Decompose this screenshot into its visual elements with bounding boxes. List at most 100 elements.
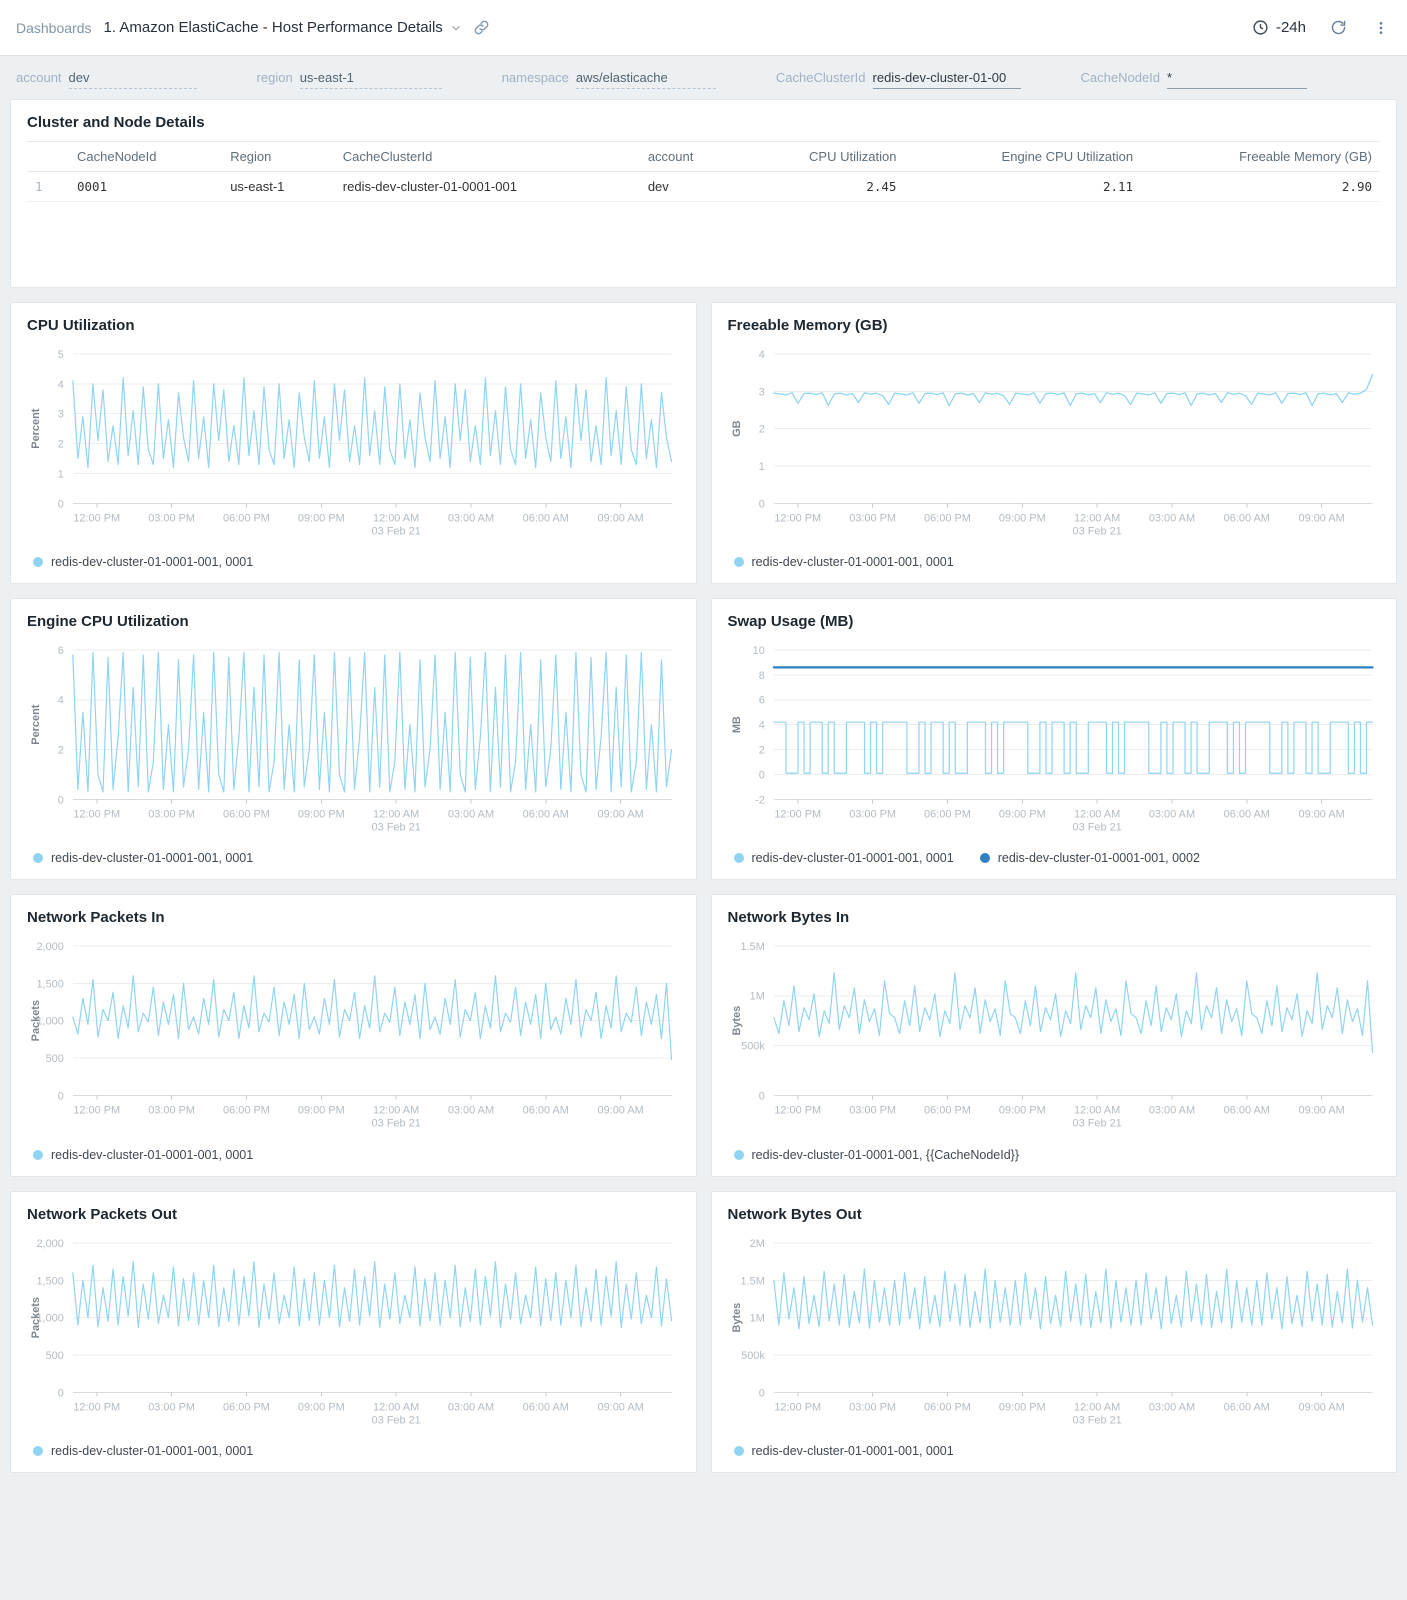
- table-cell: redis-dev-cluster-01-0001-001: [334, 171, 640, 202]
- chart-area: 0 2 4 6 12:00 PM 03:00 PM 06:00 PM 09:00 PM 12:0…: [27, 636, 680, 847]
- svg-text:09:00 PM: 09:00 PM: [998, 1105, 1045, 1117]
- series-line-0: [772, 373, 1373, 407]
- chart-area: 0 500 1,000 1,500 2,000 12:00 PM 03:00 PM 06:00…: [27, 932, 680, 1143]
- svg-text:06:00 PM: 06:00 PM: [924, 1401, 971, 1413]
- legend-item[interactable]: redis-dev-cluster-01-0001-001, 0001: [733, 555, 954, 569]
- svg-text:12:00 PM: 12:00 PM: [774, 512, 821, 524]
- share-link-button[interactable]: [471, 17, 492, 38]
- legend-item[interactable]: redis-dev-cluster-01-0001-001, 0001: [33, 1444, 253, 1458]
- svg-text:12:00 AM: 12:00 AM: [373, 1105, 419, 1117]
- svg-text:500: 500: [46, 1053, 64, 1065]
- svg-text:03:00 PM: 03:00 PM: [849, 1401, 896, 1413]
- chart-legend: redis-dev-cluster-01-0001-001, 0001: [728, 551, 1381, 569]
- dashboard-title-dropdown[interactable]: 1. Amazon ElastiCache - Host Performance…: [104, 19, 463, 36]
- filter-value-input[interactable]: redis-dev-cluster-01-00: [872, 70, 1021, 89]
- chart-legend: redis-dev-cluster-01-0001-001, {{CacheNo…: [728, 1144, 1381, 1162]
- svg-text:09:00 AM: 09:00 AM: [1298, 1401, 1344, 1413]
- svg-text:12:00 AM: 12:00 AM: [1074, 512, 1120, 524]
- cluster-node-table: CacheNodeId Region CacheClusterId account CP…: [27, 141, 1380, 202]
- series-line-0: [772, 1268, 1373, 1330]
- legend-item[interactable]: redis-dev-cluster-01-0001-001, 0001: [33, 1148, 253, 1162]
- svg-text:2,000: 2,000: [36, 1237, 63, 1249]
- filter-bar: account dev region us-east-1 namespace aws/el…: [0, 56, 1407, 99]
- legend-dot-icon: [33, 1149, 43, 1160]
- chart-title: CPU Utilization: [27, 317, 135, 334]
- svg-text:1.5M: 1.5M: [740, 1275, 764, 1287]
- svg-text:6: 6: [758, 695, 764, 707]
- chart-area: -2 0 2 4 6 8 10 12:00 PM 03:00 PM 06:00 PM 09:00 P…: [728, 636, 1381, 847]
- link-icon: [474, 20, 489, 35]
- table-cell: 2.90: [1141, 171, 1380, 202]
- more-options-button[interactable]: [1371, 18, 1391, 38]
- y-axis-label: Percent: [30, 704, 42, 744]
- chart-canvas-network-packets-in[interactable]: 0 500 1,000 1,500 2,000 12:00 PM 03:00 PM 06:00…: [27, 932, 680, 1143]
- column-header-region[interactable]: Region: [222, 141, 335, 172]
- filter-cacheclusterid: CacheClusterId redis-dev-cluster-01-00: [776, 70, 1021, 89]
- legend-item[interactable]: redis-dev-cluster-01-0001-001, 0001: [733, 1444, 954, 1458]
- legend-item[interactable]: redis-dev-cluster-01-0001-001, 0001: [733, 851, 954, 866]
- legend-label: redis-dev-cluster-01-0001-001, 0001: [51, 851, 254, 866]
- column-header-cachenodeid[interactable]: CacheNodeId: [69, 141, 223, 172]
- svg-text:0: 0: [758, 498, 764, 510]
- svg-text:0: 0: [58, 1091, 64, 1103]
- svg-text:06:00 AM: 06:00 AM: [523, 512, 569, 524]
- filter-value-input[interactable]: dev: [68, 70, 197, 89]
- filter-label: CacheClusterId: [775, 70, 866, 85]
- table-row[interactable]: 1 0001 us-east-1 redis-dev-cluster-01-0001-…: [27, 171, 1380, 202]
- svg-text:03:00 PM: 03:00 PM: [849, 512, 896, 524]
- chart-legend: redis-dev-cluster-01-0001-001, 0001: [27, 1440, 680, 1458]
- chart-title: Network Packets In: [27, 909, 165, 927]
- chart-legend: redis-dev-cluster-01-0001-001, 0001: [27, 551, 680, 569]
- filter-value-input[interactable]: aws/elasticache: [575, 70, 716, 89]
- svg-text:03:00 PM: 03:00 PM: [148, 1401, 195, 1413]
- legend-item[interactable]: redis-dev-cluster-01-0001-001, {{CacheNo…: [733, 1147, 1020, 1162]
- legend-item[interactable]: redis-dev-cluster-01-0001-001, 0002: [979, 851, 1200, 865]
- cluster-node-table-wrap: CacheNodeId Region CacheClusterId account CP…: [27, 141, 1380, 273]
- svg-text:12:00 PM: 12:00 PM: [73, 512, 120, 524]
- svg-text:2M: 2M: [749, 1237, 764, 1249]
- column-header-cacheclusterid[interactable]: CacheClusterId: [334, 141, 640, 172]
- svg-text:09:00 PM: 09:00 PM: [998, 808, 1045, 820]
- column-header-cpu-utilization[interactable]: CPU Utilization: [738, 141, 905, 172]
- time-range-selector[interactable]: -24h: [1252, 19, 1306, 36]
- legend-label: redis-dev-cluster-01-0001-001, {{CacheNo…: [751, 1147, 1020, 1162]
- svg-text:06:00 AM: 06:00 AM: [523, 1105, 569, 1117]
- svg-text:06:00 PM: 06:00 PM: [223, 512, 270, 524]
- breadcrumb[interactable]: Dashboards: [16, 19, 92, 36]
- svg-text:12:00 AM: 12:00 AM: [373, 808, 419, 820]
- chart-canvas-network-bytes-out[interactable]: 0 500k 1M 1.5M 2M 12:00 PM 03:00 PM 06:00 PM 09:…: [728, 1229, 1381, 1440]
- kebab-menu-icon: [1379, 21, 1383, 34]
- svg-text:12:00 AM: 12:00 AM: [373, 1401, 419, 1413]
- column-header-account[interactable]: account: [639, 141, 739, 172]
- svg-text:09:00 AM: 09:00 AM: [598, 1105, 644, 1117]
- chart-canvas-freeable-memory-gb[interactable]: 0 1 2 3 4 12:00 PM 03:00 PM 06:00 PM 09:00 PM 12:…: [728, 340, 1381, 551]
- panel-swap-usage-mb: Swap Usage (MB) -2 0 2 4 6 8 10 12:00 PM 03:00 PM…: [710, 598, 1397, 881]
- chart-canvas-cpu-utilization[interactable]: 0 1 2 3 4 5 12:00 PM 03:00 PM 06:00 PM 09:00 PM 12…: [27, 340, 680, 551]
- legend-label: redis-dev-cluster-01-0001-001, 0001: [51, 1443, 254, 1458]
- filter-value-input[interactable]: *: [1167, 70, 1308, 89]
- svg-text:1,000: 1,000: [36, 1016, 63, 1028]
- refresh-button[interactable]: [1328, 17, 1349, 38]
- legend-dot-icon: [733, 1149, 744, 1160]
- chart-area: 0 500k 1M 1.5M 12:00 PM 03:00 PM 06:00 PM 09:00…: [728, 932, 1381, 1143]
- legend-label: redis-dev-cluster-01-0001-001, 0001: [751, 851, 954, 866]
- chart-canvas-network-packets-out[interactable]: 0 500 1,000 1,500 2,000 12:00 PM 03:00 PM 06:00…: [27, 1229, 680, 1440]
- svg-text:03:00 AM: 03:00 AM: [1148, 512, 1194, 524]
- svg-text:06:00 AM: 06:00 AM: [1223, 1105, 1269, 1117]
- filter-label: account: [16, 70, 62, 85]
- chart-canvas-swap-usage-mb[interactable]: -2 0 2 4 6 8 10 12:00 PM 03:00 PM 06:00 PM 09:00 P…: [728, 636, 1381, 847]
- table-cell: dev: [639, 171, 739, 202]
- chart-canvas-network-bytes-in[interactable]: 0 500k 1M 1.5M 12:00 PM 03:00 PM 06:00 PM 09:00…: [728, 932, 1381, 1143]
- svg-text:12:00 PM: 12:00 PM: [73, 1401, 120, 1413]
- legend-item[interactable]: redis-dev-cluster-01-0001-001, 0001: [33, 851, 253, 865]
- svg-text:2: 2: [758, 424, 764, 436]
- column-header-engine-cpu-utilization[interactable]: Engine CPU Utilization: [904, 141, 1142, 172]
- chart-canvas-engine-cpu-utilization[interactable]: 0 2 4 6 12:00 PM 03:00 PM 06:00 PM 09:00 PM 12:0…: [27, 636, 680, 847]
- column-header-freeable-memory-gb[interactable]: Freeable Memory (GB): [1141, 141, 1380, 172]
- svg-text:500k: 500k: [741, 1350, 765, 1362]
- refresh-icon: [1331, 20, 1346, 35]
- legend-item[interactable]: redis-dev-cluster-01-0001-001, 0001: [33, 555, 253, 569]
- svg-text:3: 3: [58, 409, 64, 421]
- filter-value-input[interactable]: us-east-1: [299, 70, 442, 89]
- table-panel-title: Cluster and Node Details: [27, 114, 205, 131]
